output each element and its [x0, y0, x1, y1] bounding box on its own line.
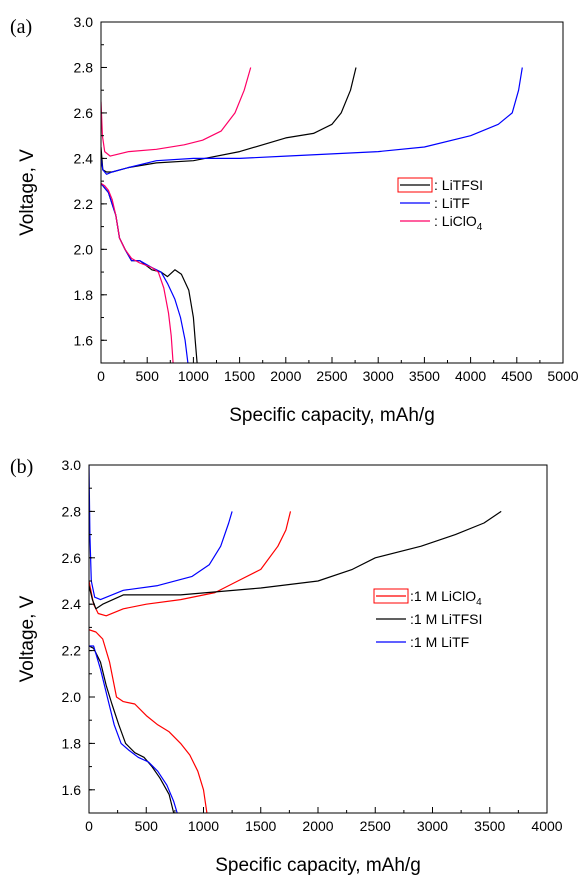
x-tick-label: 500 — [135, 818, 159, 834]
y-tick-label: 2.4 — [74, 150, 94, 166]
x-tick-label: 500 — [136, 368, 160, 384]
legend-label: :1 M LiClO4 — [410, 588, 482, 608]
x-tick-label: 1000 — [188, 818, 219, 834]
panel-b: 0 500 1000 1500 2000 2500 3000 3500 4000 1.6 1.8 2.… — [10, 456, 563, 876]
panel-label: (b) — [10, 456, 33, 478]
y-tick-label: 2.6 — [62, 550, 82, 566]
x-tick-label: 3500 — [409, 368, 440, 384]
x-tick-label: 2000 — [270, 368, 301, 384]
plot-area — [89, 465, 502, 813]
y-tick-label: 2.8 — [62, 503, 82, 519]
y-tick-label: 2.2 — [62, 643, 82, 659]
legend-label: : LiTF — [434, 195, 470, 211]
y-tick-label: 3.0 — [74, 14, 94, 30]
series-liclo4-charge-line — [101, 67, 252, 157]
legend-highlight-box — [397, 177, 433, 193]
x-tick-label: 1000 — [178, 368, 209, 384]
series-1-m-liclo4-discharge-line — [89, 629, 208, 813]
x-tick-label: 2500 — [316, 368, 347, 384]
plot-frame — [100, 21, 564, 364]
legend-highlight-box — [373, 588, 409, 604]
x-tick-label: 0 — [85, 818, 93, 834]
y-tick-label: 2.0 — [74, 241, 94, 257]
x-tick-label: 3500 — [474, 818, 505, 834]
series-litf-charge-line — [101, 67, 523, 175]
y-tick-label: 2.8 — [74, 59, 94, 75]
x-tick-label: 2000 — [302, 818, 333, 834]
y-tick-label: 1.6 — [62, 782, 82, 798]
panel-label: (a) — [10, 16, 32, 38]
y-tick-label: 1.6 — [74, 332, 94, 348]
x-tick-label: 1500 — [245, 818, 276, 834]
y-tick-label: 2.0 — [62, 689, 82, 705]
x-tick-label: 5000 — [547, 368, 578, 384]
series-1-m-litfsi-discharge-line — [89, 645, 175, 813]
x-tick-label: 0 — [97, 368, 105, 384]
series-1-m-liclo4-charge-line — [89, 511, 292, 617]
series-1-m-litfsi-charge-line — [89, 510, 502, 610]
y-axis-label: Voltage, V — [17, 149, 38, 236]
x-tick-label: 2500 — [360, 818, 391, 834]
y-tick-label: 2.6 — [74, 105, 94, 121]
y-tick-label: 2.4 — [62, 596, 82, 612]
series-liclo4-discharge-line — [101, 182, 174, 363]
plot-area — [101, 67, 523, 363]
legend: : LiTFSI : LiTF : LiClO4 — [397, 177, 483, 233]
x-tick-label: 3000 — [363, 368, 394, 384]
series-litfsi-discharge-line — [101, 183, 198, 363]
panel-a: 0 500 1000 1500 2000 2500 3000 3500 4000 4500 5000… — [10, 14, 579, 426]
series-1-m-litf-discharge-line — [89, 645, 178, 813]
legend-label: :1 M LiTF — [410, 634, 469, 650]
y-axis-label: Voltage, V — [17, 595, 38, 682]
x-axis-label: Specific capacity, mAh/g — [229, 405, 435, 426]
legend-label: :1 M LiTFSI — [410, 611, 482, 627]
series-1-m-litf-charge-line — [89, 465, 233, 601]
x-tick-label: 4000 — [455, 368, 486, 384]
legend-label: : LiClO4 — [434, 213, 483, 233]
y-tick-label: 1.8 — [74, 287, 94, 303]
x-tick-label: 4500 — [501, 368, 532, 384]
series-litf-discharge-line — [101, 183, 189, 363]
y-tick-label: 3.0 — [62, 457, 82, 473]
x-tick-label: 4000 — [531, 818, 562, 834]
y-tick-label: 2.2 — [74, 196, 94, 212]
legend: :1 M LiClO4 :1 M LiTFSI :1 M LiTF — [373, 588, 482, 650]
x-tick-label: 3000 — [417, 818, 448, 834]
legend-label: : LiTFSI — [434, 177, 483, 193]
y-tick-label: 1.8 — [62, 735, 82, 751]
x-axis-label: Specific capacity, mAh/g — [215, 855, 421, 876]
x-tick-label: 1500 — [224, 368, 255, 384]
series-litfsi-charge-line — [101, 67, 357, 173]
plot-frame — [88, 464, 548, 814]
